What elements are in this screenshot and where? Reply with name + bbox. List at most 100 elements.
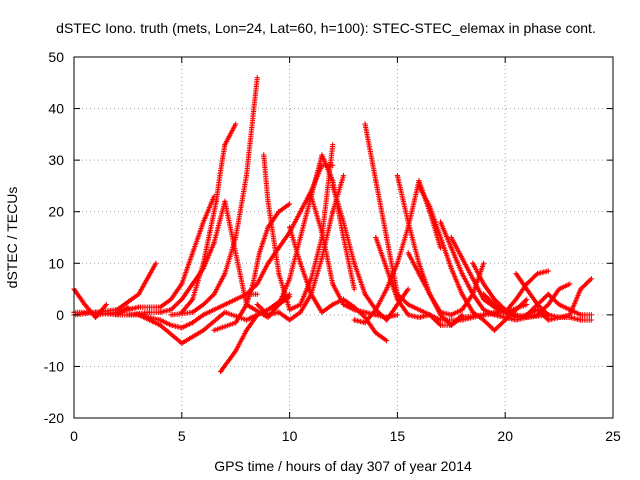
data-point bbox=[92, 312, 99, 318]
data-point bbox=[319, 229, 325, 235]
data-point bbox=[265, 224, 271, 230]
data-point-segment bbox=[362, 121, 379, 182]
data-point bbox=[114, 312, 120, 318]
data-point bbox=[276, 301, 282, 308]
data-point bbox=[373, 307, 379, 313]
data-point bbox=[437, 317, 444, 323]
data-point bbox=[470, 260, 476, 266]
data-point-segment bbox=[211, 200, 228, 246]
data-series bbox=[179, 121, 239, 315]
data-point bbox=[297, 309, 303, 315]
data-point bbox=[297, 260, 303, 266]
data-point bbox=[340, 173, 347, 179]
data-point bbox=[427, 312, 433, 318]
data-point bbox=[502, 314, 508, 321]
data-point bbox=[405, 301, 411, 308]
y-tick-label: -20 bbox=[44, 410, 64, 426]
data-point bbox=[588, 312, 595, 318]
data-series bbox=[416, 183, 530, 333]
data-point bbox=[556, 314, 562, 321]
scatter-series bbox=[71, 75, 595, 375]
data-point bbox=[157, 304, 163, 310]
data-point bbox=[556, 301, 562, 308]
data-point bbox=[578, 286, 584, 292]
data-point bbox=[254, 312, 260, 318]
data-point-segment bbox=[256, 226, 271, 256]
data-point bbox=[211, 291, 217, 297]
data-series bbox=[524, 291, 595, 318]
data-point bbox=[308, 291, 314, 297]
data-series bbox=[92, 193, 217, 318]
data-point bbox=[207, 229, 213, 235]
data-point bbox=[437, 219, 444, 225]
data-point bbox=[276, 209, 282, 215]
data-series bbox=[287, 224, 390, 344]
data-point bbox=[254, 75, 260, 81]
data-point bbox=[362, 291, 368, 297]
data-point bbox=[233, 319, 239, 326]
data-point bbox=[351, 260, 357, 266]
y-tick-label: 10 bbox=[48, 255, 64, 271]
data-point bbox=[265, 314, 271, 321]
data-point bbox=[491, 312, 498, 318]
data-point bbox=[384, 265, 390, 272]
data-point bbox=[330, 281, 336, 287]
data-point bbox=[470, 276, 476, 282]
data-point bbox=[179, 281, 185, 287]
data-point bbox=[179, 296, 185, 302]
data-point bbox=[168, 312, 174, 318]
data-point bbox=[459, 307, 465, 313]
data-point bbox=[136, 291, 142, 297]
data-series bbox=[261, 142, 336, 313]
data-point-segment bbox=[222, 236, 238, 277]
data-point bbox=[243, 327, 250, 333]
data-point bbox=[437, 245, 444, 251]
data-point bbox=[524, 301, 530, 308]
data-point bbox=[157, 309, 163, 315]
x-tick-label: 5 bbox=[178, 428, 186, 444]
data-point bbox=[588, 317, 595, 323]
chart-title: dSTEC Iono. truth (mets, Lon=24, Lat=60,… bbox=[56, 20, 596, 36]
y-tick-label: 0 bbox=[56, 307, 64, 323]
data-point bbox=[351, 307, 357, 313]
data-point bbox=[351, 317, 357, 323]
data-point-segment bbox=[213, 169, 223, 204]
data-point bbox=[384, 286, 390, 292]
data-point-segment bbox=[136, 262, 158, 297]
data-point bbox=[524, 286, 530, 292]
data-point bbox=[405, 250, 411, 256]
data-point bbox=[545, 317, 551, 323]
data-point bbox=[481, 260, 487, 266]
data-point bbox=[351, 286, 357, 292]
data-point bbox=[157, 322, 163, 328]
data-point bbox=[319, 255, 325, 261]
data-point bbox=[567, 281, 573, 287]
data-point bbox=[416, 260, 422, 266]
data-point bbox=[297, 301, 303, 308]
data-point bbox=[394, 260, 400, 266]
data-point bbox=[459, 271, 465, 277]
data-point bbox=[534, 312, 541, 318]
data-point bbox=[168, 296, 174, 302]
data-point bbox=[416, 178, 422, 184]
data-point bbox=[545, 301, 551, 308]
data-point bbox=[168, 322, 174, 328]
data-point bbox=[524, 312, 530, 318]
data-point bbox=[103, 301, 109, 308]
data-point bbox=[265, 307, 271, 313]
data-point bbox=[189, 309, 196, 315]
data-point bbox=[588, 276, 595, 282]
plot-frame bbox=[73, 56, 614, 419]
data-point bbox=[243, 173, 250, 179]
data-point bbox=[168, 307, 174, 313]
data-point bbox=[233, 348, 239, 354]
data-point bbox=[448, 312, 454, 318]
data-point bbox=[276, 309, 282, 315]
data-point bbox=[222, 198, 228, 204]
data-point bbox=[179, 325, 185, 331]
data-point bbox=[362, 319, 368, 326]
data-point bbox=[256, 250, 263, 256]
data-point bbox=[481, 296, 487, 302]
data-point bbox=[222, 301, 228, 308]
